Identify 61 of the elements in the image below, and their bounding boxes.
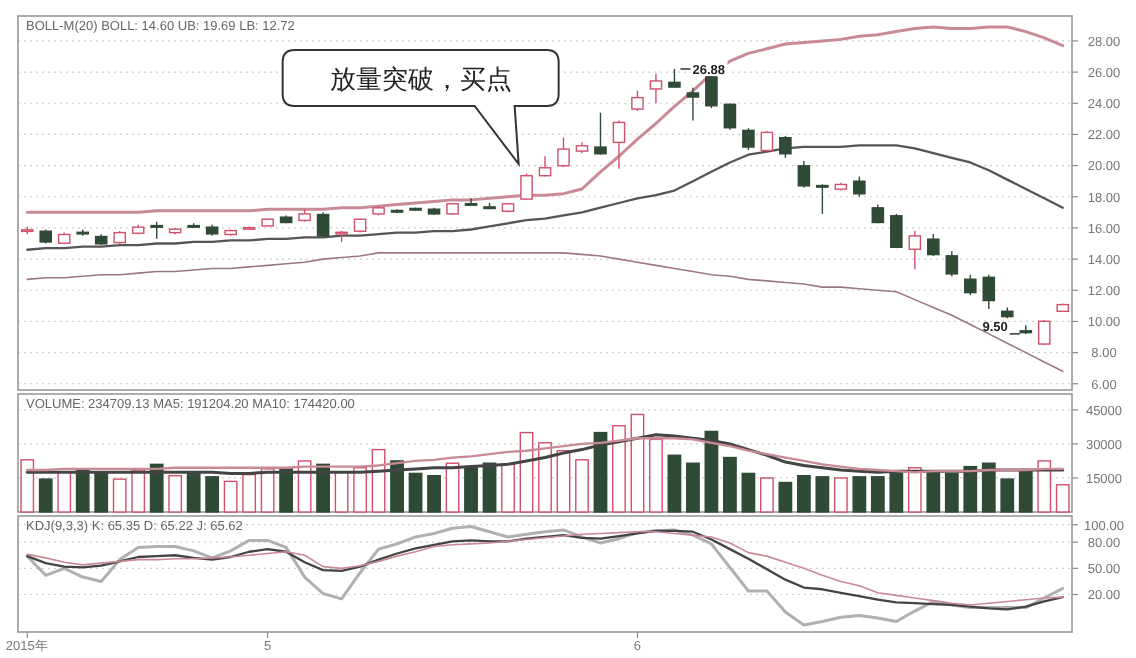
candlestick: [612, 119, 626, 170]
bar: [427, 474, 441, 513]
bar: [556, 450, 571, 513]
bar: [1000, 478, 1015, 513]
candlestick: [723, 103, 737, 131]
bar: [963, 465, 978, 513]
bar: [75, 469, 90, 513]
bar: [538, 442, 552, 513]
bar: [390, 460, 404, 513]
bar: [1037, 460, 1052, 513]
bar: [926, 470, 941, 513]
bar: [686, 462, 700, 513]
line-series: [26, 252, 1064, 373]
bar: [1018, 470, 1033, 513]
bar: [501, 463, 515, 513]
bar: [889, 470, 904, 513]
bar: [649, 438, 663, 513]
bar: [242, 473, 257, 513]
bar: [20, 459, 35, 513]
bar: [612, 425, 626, 513]
bar: [723, 456, 737, 513]
candlestick: [686, 86, 700, 122]
bar: [186, 471, 201, 513]
bar: [741, 472, 756, 513]
bar: [1055, 484, 1070, 513]
bar: [279, 468, 294, 513]
bar: [205, 476, 220, 513]
bar: [907, 467, 922, 513]
bar: [408, 472, 423, 513]
candlestick: [538, 155, 552, 177]
bar: [870, 476, 885, 513]
candlestick: [834, 182, 848, 190]
bar: [94, 471, 109, 513]
annotation: 放量突破，买点: [329, 66, 512, 96]
bar: [168, 474, 183, 513]
line-series: [25, 524, 1065, 627]
bar: [759, 477, 774, 513]
bar: [667, 454, 682, 513]
candlestick: [649, 72, 663, 104]
candlestick: [760, 131, 774, 152]
bar: [38, 478, 53, 513]
bar: [112, 478, 127, 513]
bar: [223, 480, 238, 513]
bar: [131, 469, 146, 513]
bar: [353, 467, 367, 513]
bar: [833, 477, 848, 513]
bar: [464, 467, 478, 513]
bar: [981, 462, 996, 513]
bar: [778, 481, 793, 513]
candlestick: [908, 230, 922, 270]
bar: [815, 476, 830, 513]
bar: [852, 476, 867, 513]
line-series: [26, 144, 1064, 251]
bar: [57, 471, 72, 513]
candlestick: [594, 111, 607, 155]
bar: [796, 474, 811, 513]
bar: [260, 468, 275, 513]
bar: [944, 472, 959, 513]
bar: [334, 471, 349, 513]
bar: [575, 459, 589, 513]
bar: [630, 413, 645, 513]
